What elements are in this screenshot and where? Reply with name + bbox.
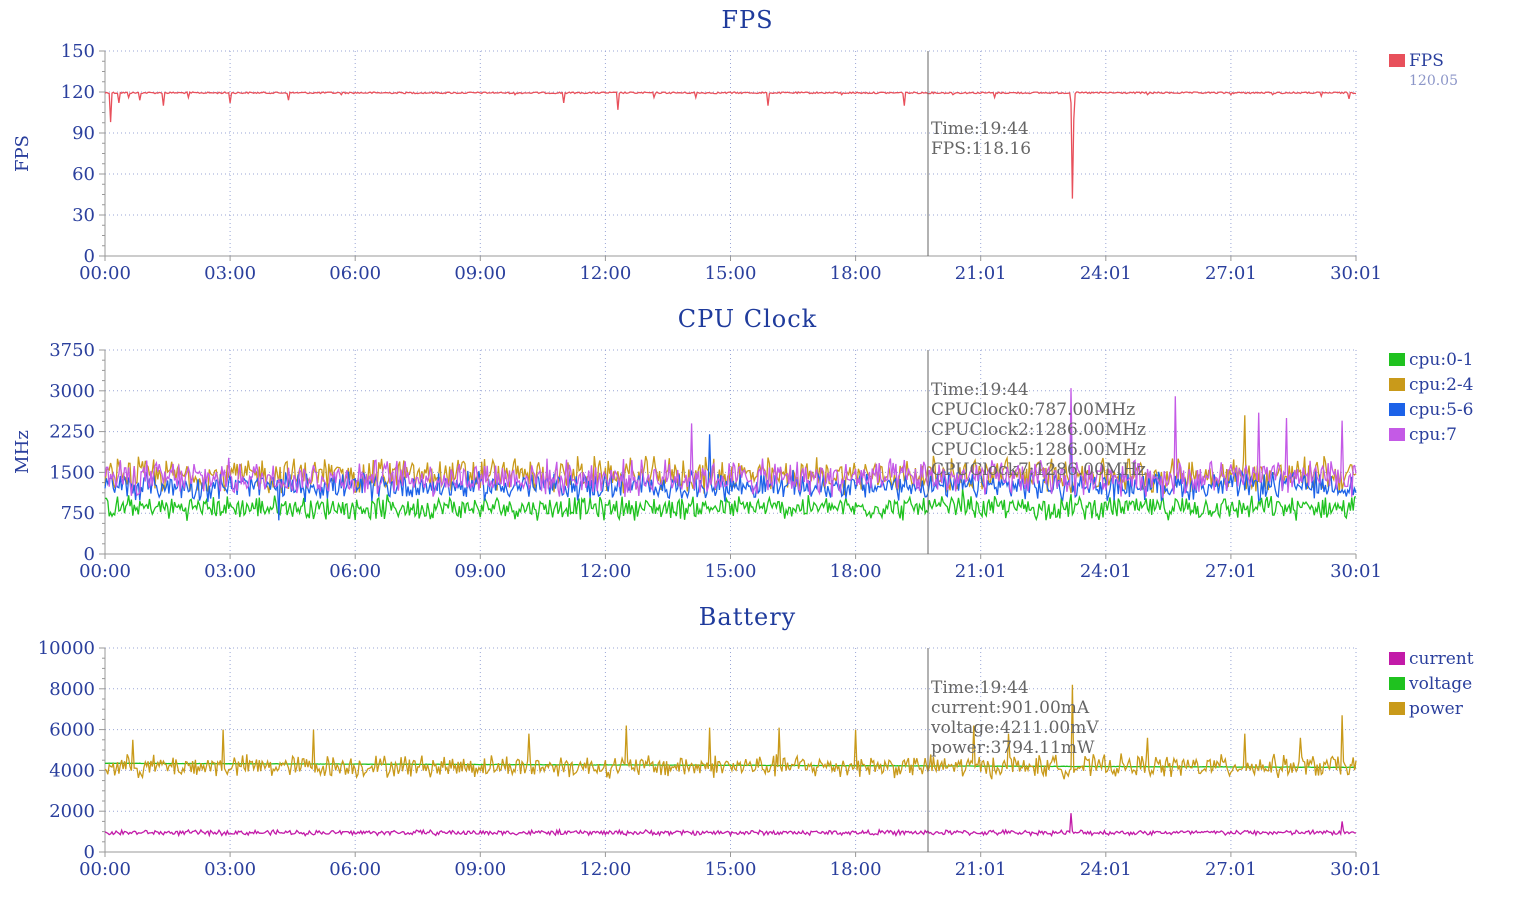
- x-tick-label: 18:00: [830, 859, 882, 880]
- tooltip-line: Time:19:44: [931, 380, 1029, 400]
- tooltip-line: Time:19:44: [931, 119, 1029, 139]
- legend-label: cpu:0-1: [1409, 350, 1473, 370]
- chart-cpu: CPU Clock 00:00 03:00 06:00 09:00 12:00 15:00 1…: [12, 305, 1473, 582]
- y-tick-label: 6000: [49, 720, 95, 741]
- chart-battery: Battery 00:00 03:00 06:00 09:00 12:00 15:00 18:…: [38, 603, 1474, 880]
- x-tick-label: 06:00: [329, 561, 381, 582]
- legend-swatch: [1389, 652, 1405, 665]
- x-tick-label: 09:00: [454, 859, 506, 880]
- series-line-FPS: [104, 91, 1357, 199]
- x-tick-label: 06:00: [329, 859, 381, 880]
- x-tick-label: 15:00: [705, 561, 757, 582]
- series-line-cpu-7: [104, 388, 1357, 498]
- y-axis-label: FPS: [12, 135, 33, 172]
- y-axis-label: MHz: [12, 430, 33, 474]
- x-tick-label: 27:01: [1205, 859, 1257, 880]
- y-tick-label: 2250: [49, 422, 95, 443]
- legend-value: 120.05: [1409, 73, 1458, 89]
- tooltip-line: CPUClock2:1286.00MHz: [931, 420, 1146, 440]
- x-tick-label: 27:01: [1205, 561, 1257, 582]
- x-tick-label: 00:00: [79, 263, 131, 284]
- tooltip-line: CPUClock5:1286.00MHz: [931, 440, 1146, 460]
- x-tick-label: 09:00: [454, 263, 506, 284]
- x-tick-label: 12:00: [579, 263, 631, 284]
- legend-label: FPS: [1409, 51, 1444, 71]
- legend-swatch: [1389, 702, 1405, 715]
- x-tick-label: 03:00: [204, 859, 256, 880]
- x-tick-label: 30:01: [1330, 561, 1382, 582]
- x-tick-label: 15:00: [705, 263, 757, 284]
- y-tick-label: 750: [61, 503, 95, 524]
- x-tick-label: 30:01: [1330, 859, 1382, 880]
- x-tick-label: 24:01: [1080, 561, 1132, 582]
- x-tick-label: 30:01: [1330, 263, 1382, 284]
- x-tick-label: 12:00: [579, 859, 631, 880]
- tooltip-line: voltage:4211.00mV: [930, 718, 1099, 738]
- x-tick-label: 06:00: [329, 263, 381, 284]
- y-tick-label: 30: [72, 205, 95, 226]
- x-tick-label: 03:00: [204, 561, 256, 582]
- tooltip-line: CPUClock0:787.00MHz: [931, 400, 1135, 420]
- x-tick-label: 09:00: [454, 561, 506, 582]
- chart-title: Battery: [699, 603, 796, 631]
- x-tick-label: 15:00: [705, 859, 757, 880]
- y-tick-label: 1500: [49, 462, 95, 483]
- x-tick-label: 24:01: [1080, 859, 1132, 880]
- legend-swatch: [1389, 54, 1405, 67]
- y-tick-label: 10000: [38, 638, 95, 659]
- x-tick-label: 18:00: [830, 263, 882, 284]
- y-tick-label: 120: [61, 82, 95, 103]
- tooltip-line: power:3794.11mW: [931, 738, 1095, 758]
- x-tick-label: 00:00: [79, 859, 131, 880]
- y-tick-label: 3000: [49, 381, 95, 402]
- x-tick-label: 03:00: [204, 263, 256, 284]
- series-line-power: [104, 684, 1357, 780]
- y-tick-label: 0: [84, 544, 95, 565]
- legend-swatch: [1389, 428, 1405, 441]
- legend-swatch: [1389, 378, 1405, 391]
- x-tick-label: 24:01: [1080, 263, 1132, 284]
- legend-swatch: [1389, 677, 1405, 690]
- tooltip-line: CPUClock7:1286.00MHz: [931, 460, 1146, 480]
- legend-swatch: [1389, 403, 1405, 416]
- legend-label: cpu:5-6: [1409, 400, 1473, 420]
- tooltip-line: FPS:118.16: [931, 139, 1031, 159]
- x-tick-label: 00:00: [79, 561, 131, 582]
- y-tick-label: 2000: [49, 801, 95, 822]
- x-tick-label: 21:01: [955, 859, 1007, 880]
- series-line-voltage: [105, 762, 1357, 769]
- legend-swatch: [1389, 353, 1405, 366]
- legend-label: cpu:2-4: [1409, 375, 1473, 395]
- chart-title: FPS: [721, 6, 773, 34]
- y-tick-label: 3750: [49, 340, 95, 361]
- x-tick-label: 21:01: [955, 263, 1007, 284]
- legend-label: current: [1409, 649, 1474, 669]
- tooltip-line: Time:19:44: [931, 678, 1029, 698]
- series-line-current: [104, 813, 1357, 838]
- series-line-cpu-0-1: [104, 488, 1357, 522]
- x-tick-label: 21:01: [955, 561, 1007, 582]
- y-tick-label: 60: [72, 164, 95, 185]
- chart-fps: FPS 00:00 03:00 06:00 09:00 12:00 15:00 18:00 21…: [12, 6, 1458, 284]
- x-tick-label: 18:00: [830, 561, 882, 582]
- x-tick-label: 12:00: [579, 561, 631, 582]
- legend-label: cpu:7: [1409, 425, 1457, 445]
- tooltip-line: current:901.00mA: [931, 698, 1090, 718]
- y-tick-label: 90: [72, 123, 95, 144]
- y-tick-label: 4000: [49, 760, 95, 781]
- y-tick-label: 8000: [49, 679, 95, 700]
- y-tick-label: 150: [61, 41, 95, 62]
- legend-label: power: [1409, 699, 1464, 719]
- y-tick-label: 0: [84, 842, 95, 863]
- chart-title: CPU Clock: [678, 305, 817, 333]
- legend-label: voltage: [1408, 674, 1472, 694]
- y-tick-label: 0: [84, 246, 95, 267]
- x-tick-label: 27:01: [1205, 263, 1257, 284]
